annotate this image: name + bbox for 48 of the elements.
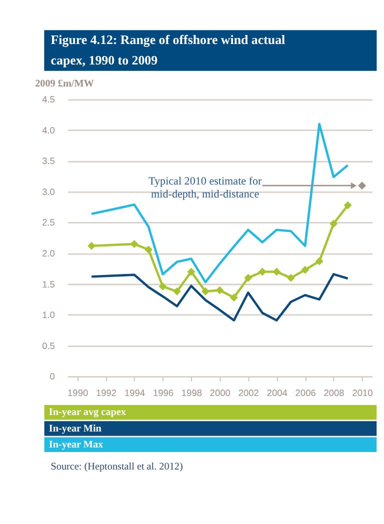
x-tick-label: 1994: [124, 388, 146, 398]
point: [344, 201, 352, 210]
point: [272, 268, 281, 276]
source-note: Source: (Heptonstall et al. 2012): [50, 462, 183, 473]
x-tick-label: 2010: [352, 388, 373, 398]
text: In-year avg capex: [48, 407, 127, 418]
point: [315, 257, 324, 266]
x-tick-label: 2006: [295, 388, 316, 398]
x-tick-label: 1992: [96, 388, 117, 398]
y-tick-label: 0: [50, 372, 55, 382]
text: In-year Max: [48, 439, 104, 450]
point: [258, 268, 266, 276]
point: [201, 287, 210, 296]
y-tick-label: 2.5: [42, 218, 55, 228]
x-tick-label: 2002: [238, 388, 259, 398]
point: [330, 220, 338, 228]
point: [244, 274, 252, 282]
point: [88, 242, 96, 250]
point: [187, 268, 196, 276]
point: [130, 240, 138, 248]
y-axis-title: 2009 £m/MW: [35, 78, 94, 90]
y-tick-label: 1.0: [42, 310, 55, 320]
annotation: Typical 2010 estimate for mid-depth, mid-distance: [148, 176, 262, 201]
point: [358, 182, 366, 190]
point: [158, 282, 167, 290]
point: [216, 286, 224, 294]
y-tick-label: 4.0: [42, 125, 55, 136]
x-tick-label: 2004: [266, 388, 288, 398]
line-series: [90, 273, 349, 322]
point: [172, 287, 181, 296]
text: In-year Min: [48, 423, 102, 434]
x-tick-label: 1998: [181, 388, 202, 398]
x-tick-label: 1996: [152, 388, 174, 398]
y-tick-label: 4.5: [42, 94, 55, 105]
y-tick-label: 1.5: [42, 279, 55, 290]
x-tick-label: 1990: [68, 388, 88, 398]
chart-title: Figure 4.12: Range of offshore wind actual capex, 1990 to 2009: [50, 32, 286, 68]
point: [301, 266, 310, 274]
y-tick-label: 3.5: [42, 156, 55, 166]
line-series: [90, 122, 349, 284]
point: [230, 294, 238, 302]
point: [286, 274, 295, 282]
x-tick-label: 2000: [210, 388, 230, 398]
point: [144, 246, 153, 254]
y-tick-label: 2.0: [42, 248, 55, 258]
y-tick-label: 3.0: [42, 186, 55, 197]
x-tick-label: 2008: [324, 388, 344, 398]
y-tick-label: 0.5: [42, 340, 55, 351]
